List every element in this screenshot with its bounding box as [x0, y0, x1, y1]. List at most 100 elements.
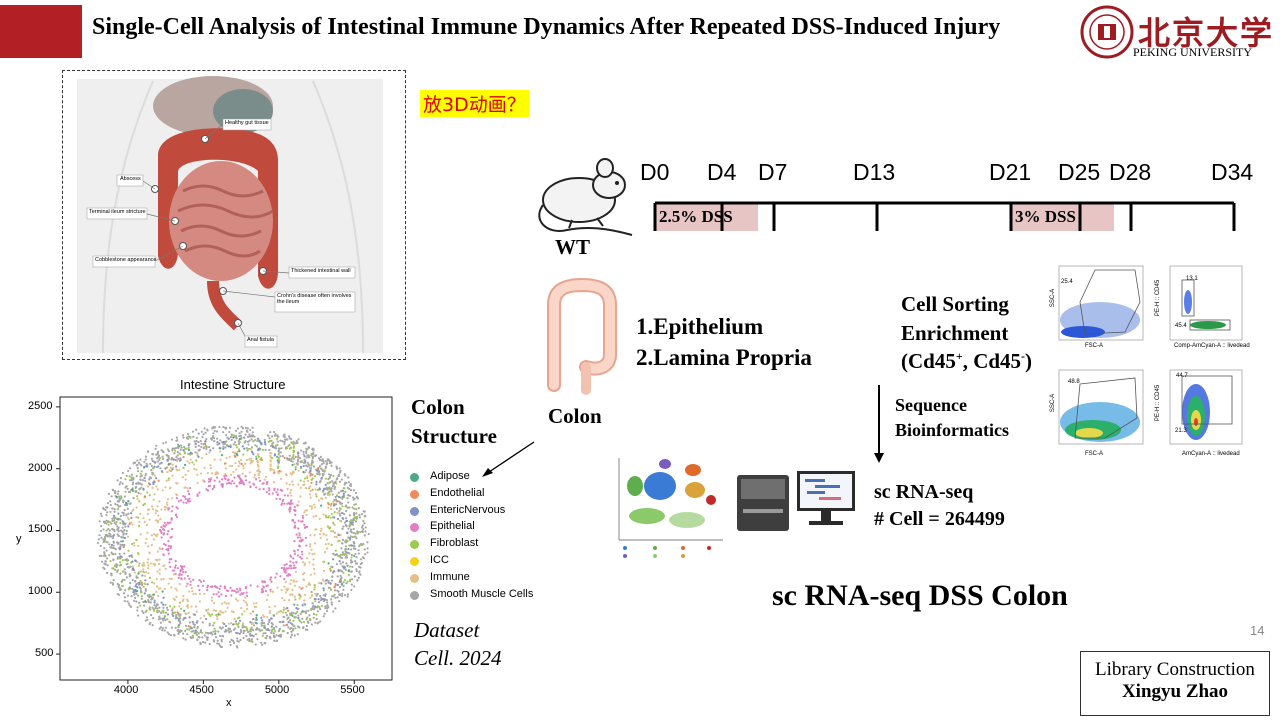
scatter-point: [344, 491, 346, 493]
scatter-point: [162, 607, 164, 609]
scatter-point: [221, 603, 223, 605]
scatter-point: [169, 566, 171, 568]
scatter-point: [217, 631, 219, 633]
scatter-point: [362, 531, 364, 533]
scatter-point: [251, 623, 253, 625]
scatter-point: [319, 518, 321, 520]
scatter-point: [143, 604, 145, 606]
scatter-point: [225, 467, 227, 469]
scatter-point: [313, 553, 315, 555]
scatter-point: [345, 562, 347, 564]
scatter-point: [279, 575, 281, 577]
scatter-point: [143, 477, 145, 479]
scatter-point: [112, 537, 114, 539]
scatter-point: [188, 612, 190, 614]
scatter-point: [196, 474, 198, 476]
scatter-point: [211, 596, 213, 598]
chart-ylabel: y: [16, 533, 22, 545]
scatter-point: [318, 582, 320, 584]
scatter-point: [158, 607, 160, 609]
scatter-point: [255, 633, 257, 635]
scatter-point: [236, 453, 238, 455]
scatter-point: [201, 636, 203, 638]
colon-icon: [540, 275, 625, 400]
scatter-point: [132, 524, 134, 526]
scatter-point: [195, 443, 197, 445]
scatter-point: [193, 626, 195, 628]
scatter-point: [330, 474, 332, 476]
scatter-point: [331, 603, 333, 605]
scatter-point: [233, 477, 235, 479]
day-label: D21: [989, 159, 1031, 186]
scatter-point: [135, 487, 137, 489]
scatter-point: [301, 460, 303, 462]
scatter-point: [276, 444, 278, 446]
scatter-point: [322, 458, 324, 460]
scatter-point: [263, 482, 265, 484]
scatter-point: [347, 596, 349, 598]
scatter-point: [132, 591, 134, 593]
scatter-point: [272, 591, 274, 593]
scatter-point: [153, 538, 155, 540]
scatter-point: [283, 616, 285, 618]
scatter-point: [136, 498, 138, 500]
scatter-point: [157, 451, 159, 453]
scatter-point: [241, 463, 243, 465]
scatter-point: [285, 591, 287, 593]
scatter-point: [247, 427, 249, 429]
scatter-point: [294, 509, 296, 511]
scatter-point: [220, 646, 222, 648]
scatter-point: [129, 479, 131, 481]
scatter-point: [264, 441, 266, 443]
scatter-point: [339, 569, 341, 571]
scatter-point: [242, 637, 244, 639]
scatter-point: [233, 434, 235, 436]
scatter-point: [197, 585, 199, 587]
scatter-point: [164, 508, 166, 510]
scatter-point: [278, 452, 280, 454]
scatter-point: [344, 594, 346, 596]
scatter-point: [252, 440, 254, 442]
scatter-point: [195, 429, 197, 431]
legend-label: Fibroblast: [430, 537, 478, 549]
scatter-point: [157, 460, 159, 462]
scatter-point: [113, 517, 115, 519]
scatter-point: [163, 529, 165, 531]
scatter-point: [121, 536, 123, 538]
scatter-point: [297, 549, 299, 551]
scatter-point: [305, 452, 307, 454]
scatter-point: [195, 606, 197, 608]
scatter-point: [114, 553, 116, 555]
scatter-point: [111, 507, 113, 509]
scatter-point: [211, 613, 213, 615]
scatter-point: [146, 583, 148, 585]
scatter-point: [125, 514, 127, 516]
scatter-point: [300, 487, 302, 489]
scatter-point: [147, 558, 149, 560]
scatter-point: [180, 565, 182, 567]
scatter-point: [294, 550, 296, 552]
scatter-point: [248, 458, 250, 460]
scatter-point: [240, 631, 242, 633]
scatter-point: [236, 637, 238, 639]
scatter-point: [133, 542, 135, 544]
scatter-point: [182, 568, 184, 570]
scatter-point: [340, 534, 342, 536]
scatter-point: [290, 499, 292, 501]
scatter-point: [199, 449, 201, 451]
scatter-point: [237, 626, 239, 628]
scatter-point: [140, 470, 142, 472]
scatter-point: [200, 443, 202, 445]
scatter-point: [223, 475, 225, 477]
scatter-point: [312, 448, 314, 450]
scatter-point: [325, 497, 327, 499]
scatter-point: [182, 476, 184, 478]
scatter-point: [105, 549, 107, 551]
scatter-point: [171, 517, 173, 519]
scatter-point: [218, 426, 220, 428]
scatter-point: [145, 463, 147, 465]
scatter-point: [263, 616, 265, 618]
scatter-point: [188, 493, 190, 495]
scatter-point: [99, 555, 101, 557]
scatter-point: [119, 561, 121, 563]
